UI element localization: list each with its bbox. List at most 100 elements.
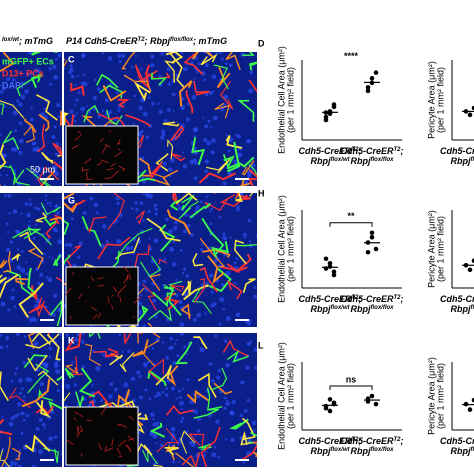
nucleus	[222, 181, 227, 186]
superscript: T2	[394, 295, 402, 301]
nucleus	[179, 333, 184, 336]
vessel	[1, 130, 20, 150]
vessel	[175, 193, 198, 205]
nucleus	[204, 124, 209, 129]
nucleus	[225, 133, 228, 137]
nucleus	[222, 235, 227, 241]
vessel	[189, 202, 211, 219]
vessel	[125, 114, 151, 127]
nucleus	[253, 285, 257, 289]
nucleus	[102, 224, 107, 229]
nucleus	[175, 397, 178, 400]
vessel	[16, 74, 44, 97]
nucleus	[227, 149, 231, 153]
nucleus	[135, 207, 139, 212]
nucleus	[13, 372, 17, 376]
nucleus	[197, 62, 201, 66]
nucleus	[73, 103, 76, 106]
nucleus	[55, 211, 60, 216]
nucleus	[53, 125, 57, 129]
vessel	[242, 278, 256, 294]
dot	[467, 267, 473, 273]
dot	[327, 408, 333, 414]
vessel	[178, 200, 200, 220]
inset-vessel	[111, 294, 114, 297]
nucleus	[176, 354, 180, 358]
inset-vessel	[132, 316, 135, 318]
vessel	[78, 367, 95, 398]
nucleus	[36, 166, 42, 172]
vessel	[27, 267, 36, 294]
vessel	[146, 217, 181, 242]
nucleus	[92, 96, 97, 101]
nucleus	[247, 438, 253, 443]
vessel	[0, 99, 25, 119]
vessel	[199, 237, 226, 268]
nucleus	[150, 54, 155, 59]
inset-vessel	[111, 439, 114, 447]
vessel	[237, 99, 255, 122]
nucleus	[48, 66, 52, 71]
vessel	[45, 221, 58, 239]
x-label: Rbpjflox/wt	[311, 446, 351, 456]
text-part: ;	[401, 294, 404, 304]
vessel	[21, 378, 51, 408]
nucleus	[203, 137, 208, 143]
vessel	[0, 259, 8, 269]
nucleus	[132, 122, 135, 125]
nucleus	[71, 360, 75, 364]
vessel	[43, 447, 59, 463]
vessel	[164, 286, 182, 317]
nucleus	[24, 261, 28, 264]
dot	[331, 272, 337, 278]
nucleus	[248, 318, 252, 322]
nucleus	[157, 102, 160, 106]
nucleus	[74, 119, 77, 123]
vessel	[25, 333, 60, 349]
nucleus	[60, 452, 62, 455]
superscript: flox/flox	[370, 305, 394, 311]
dot	[327, 264, 333, 269]
nucleus	[155, 442, 158, 445]
nucleus	[160, 135, 165, 140]
dot	[323, 256, 329, 262]
nucleus	[26, 212, 31, 218]
vessel	[192, 253, 204, 267]
nucleus	[89, 325, 93, 327]
x-label: Cdh5-CreERT2	[440, 294, 474, 304]
y-axis-label: Pericyte Area (μm²)	[426, 61, 436, 139]
nucleus	[165, 217, 169, 222]
dot	[373, 401, 379, 407]
nucleus	[38, 449, 43, 455]
nucleus	[193, 176, 198, 181]
x-label: Cdh5-CreERT2;	[340, 436, 403, 446]
nucleus	[196, 312, 202, 318]
vessel	[36, 94, 58, 121]
vessel	[53, 214, 62, 225]
inset-vessel	[114, 151, 123, 158]
nucleus	[1, 415, 4, 418]
nucleus	[232, 159, 238, 165]
nucleus	[210, 303, 215, 308]
inset	[65, 125, 139, 185]
nucleus	[177, 206, 183, 212]
text-part: Rbpj	[451, 156, 471, 166]
dot	[331, 102, 337, 107]
vessel	[11, 252, 21, 261]
vessel	[207, 255, 225, 285]
x-label: Cdh5-CreERT2	[440, 436, 474, 446]
vessel	[87, 216, 107, 234]
nucleus	[179, 400, 185, 406]
nucleus	[16, 413, 20, 417]
nucleus	[142, 218, 145, 222]
vessel	[132, 339, 149, 358]
vessel	[249, 61, 257, 71]
nucleus	[233, 261, 237, 265]
text-part: ;	[359, 436, 362, 446]
nucleus	[5, 62, 8, 65]
vessel	[200, 53, 218, 66]
inset-vessel	[74, 411, 80, 415]
superscript: T2	[138, 37, 146, 43]
nucleus	[150, 101, 155, 106]
vessel	[49, 216, 62, 222]
